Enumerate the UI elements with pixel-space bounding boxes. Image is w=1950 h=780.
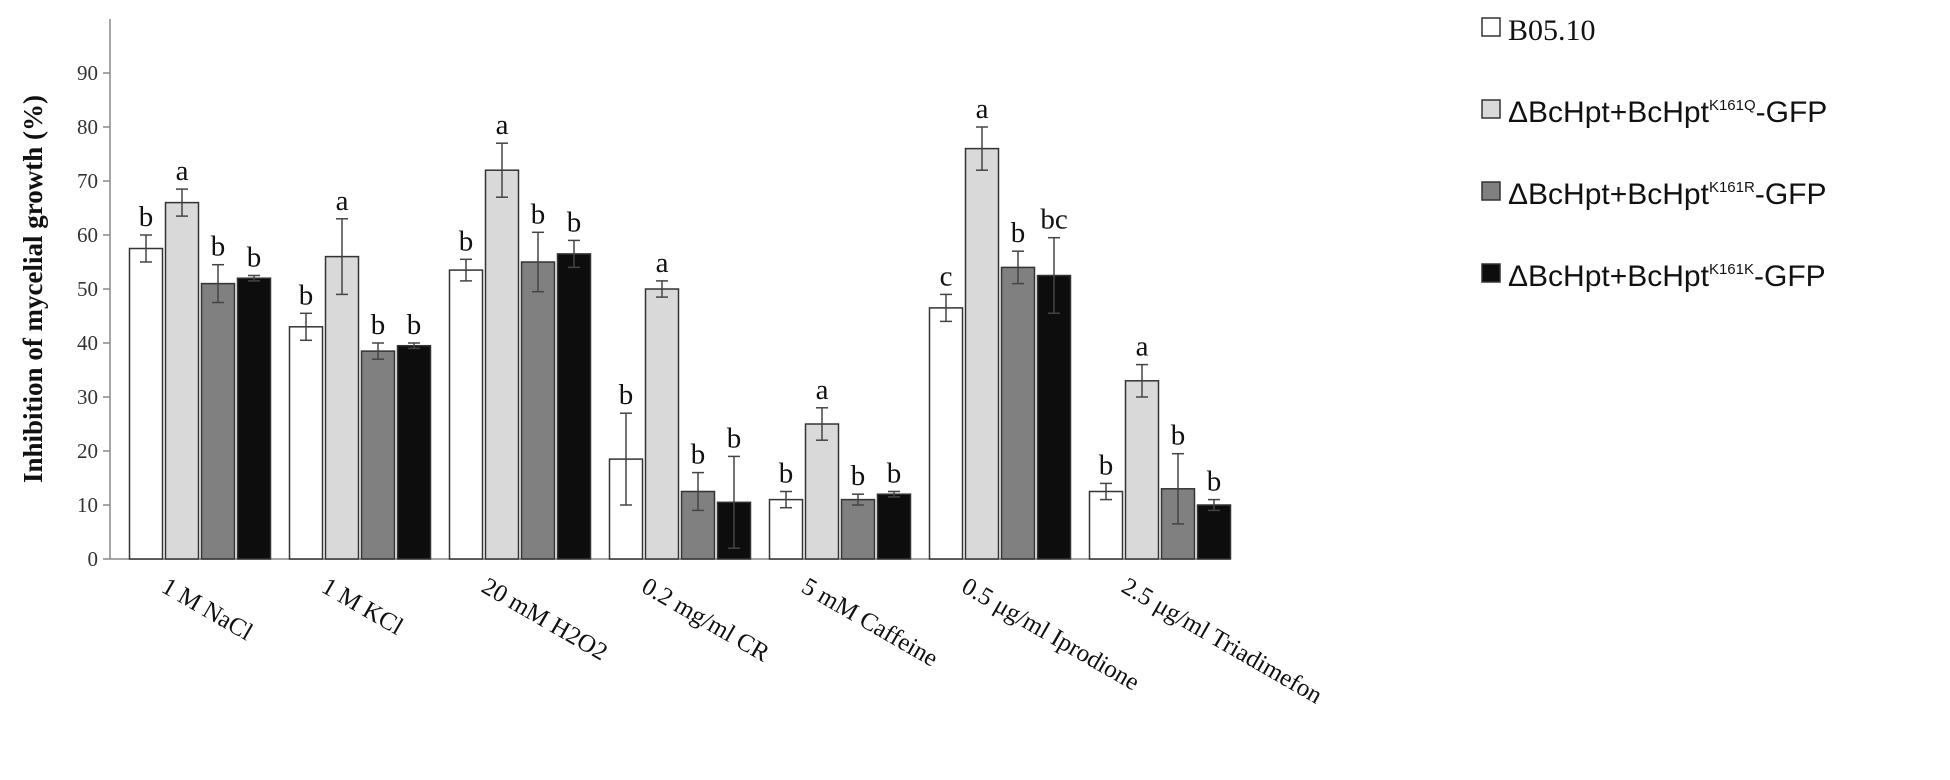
- legend-swatch: [1481, 99, 1501, 119]
- legend-swatch: [1481, 263, 1501, 283]
- category-label: 5 mM Caffeine: [797, 573, 942, 673]
- legend-label: ΔBcHpt+BcHptK161Q-GFP: [1508, 96, 1827, 129]
- category-label: 20 mM H2O2: [477, 573, 612, 667]
- significance-letter: bc: [1040, 204, 1067, 236]
- bar: [1196, 504, 1232, 560]
- y-axis-ticks: 0 10 20 30 40 50 60 70 80 90: [77, 61, 110, 571]
- legend-label: ΔBcHpt+BcHptK161K-GFP: [1508, 260, 1826, 293]
- bar: [644, 288, 680, 560]
- significance-letter: b: [1011, 217, 1026, 249]
- category-label: 2.5 μg/ml Triadimefon: [1117, 573, 1327, 710]
- significance-letter: b: [619, 379, 634, 411]
- legend-item: ΔBcHpt+BcHptK161R-GFP: [1481, 178, 1827, 211]
- bar: [1000, 266, 1036, 560]
- bar: [556, 253, 592, 560]
- significance-letter: b: [531, 198, 546, 230]
- y-tick-label: 40: [77, 331, 98, 355]
- legend-swatch: [1481, 181, 1501, 201]
- significance-letter: b: [459, 225, 474, 257]
- significance-letter: a: [816, 374, 829, 406]
- significance-letter: b: [371, 309, 386, 341]
- category-labels: 1 M NaCl 1 M KCl 20 mM H2O2 0.2 mg/ml CR 5 m…: [157, 573, 1327, 710]
- bar: [1088, 490, 1124, 560]
- bar: [484, 169, 520, 560]
- y-axis-title: Inhibition of mycelial growth (%): [18, 95, 48, 483]
- bar-group: c a b bc: [928, 93, 1072, 560]
- significance-letter: b: [567, 206, 582, 238]
- significance-letter: b: [851, 460, 866, 492]
- significance-letter: b: [887, 458, 902, 490]
- legend-label: B05.10: [1508, 14, 1596, 47]
- bar: [1036, 274, 1072, 560]
- bar: [840, 498, 876, 560]
- y-tick-label: 10: [77, 493, 98, 517]
- significance-letter: b: [727, 422, 742, 454]
- bar: [804, 423, 840, 560]
- bar: [396, 344, 432, 560]
- bar: [200, 282, 236, 560]
- significance-letter: a: [336, 185, 349, 217]
- significance-letter: a: [656, 247, 669, 279]
- legend-swatch: [1481, 17, 1501, 37]
- bar: [236, 277, 272, 560]
- legend-label: ΔBcHpt+BcHptK161R-GFP: [1508, 178, 1827, 211]
- bar: [876, 493, 912, 560]
- significance-letter: b: [779, 458, 794, 490]
- bar: [360, 350, 396, 560]
- y-tick-label: 90: [77, 61, 98, 85]
- significance-letter: b: [1099, 449, 1114, 481]
- significance-letter: a: [976, 93, 989, 125]
- bar: [128, 247, 164, 560]
- legend-item: ΔBcHpt+BcHptK161K-GFP: [1481, 260, 1826, 293]
- category-label: 1 M NaCl: [157, 573, 257, 646]
- significance-letter: b: [1171, 420, 1186, 452]
- y-tick-label: 50: [77, 277, 98, 301]
- bar: [164, 201, 200, 560]
- significance-letter: b: [407, 309, 422, 341]
- significance-letter: b: [691, 439, 706, 471]
- bar: [288, 326, 324, 560]
- y-tick-label: 70: [77, 169, 98, 193]
- y-tick-label: 20: [77, 439, 98, 463]
- y-tick-label: 0: [88, 547, 99, 571]
- significance-letter: b: [1207, 466, 1222, 498]
- significance-letter: b: [299, 279, 314, 311]
- significance-letter: b: [247, 242, 262, 274]
- legend: B05.10 ΔBcHpt+BcHptK161Q-GFP ΔBcHpt+BcHptK…: [1481, 14, 1827, 293]
- y-tick-label: 30: [77, 385, 98, 409]
- bar: [520, 261, 556, 560]
- significance-letter: a: [496, 109, 509, 141]
- y-tick-label: 60: [77, 223, 98, 247]
- significance-letter: b: [139, 201, 154, 233]
- legend-item: B05.10: [1481, 14, 1596, 47]
- significance-letter: b: [211, 231, 226, 263]
- significance-letter: c: [940, 260, 953, 292]
- bar: [324, 255, 360, 560]
- significance-letter: a: [1136, 331, 1149, 363]
- significance-letter: a: [176, 155, 189, 187]
- y-tick-label: 80: [77, 115, 98, 139]
- bar: [768, 498, 804, 560]
- bar: [1124, 380, 1160, 560]
- legend-item: ΔBcHpt+BcHptK161Q-GFP: [1481, 96, 1827, 129]
- bar: [964, 147, 1000, 560]
- bar: [928, 307, 964, 560]
- category-label: 1 M KCl: [317, 573, 408, 641]
- category-label: 0.5 μg/ml Iprodione: [957, 573, 1144, 696]
- bar: [448, 269, 484, 560]
- category-label: 0.2 mg/ml CR: [637, 573, 774, 668]
